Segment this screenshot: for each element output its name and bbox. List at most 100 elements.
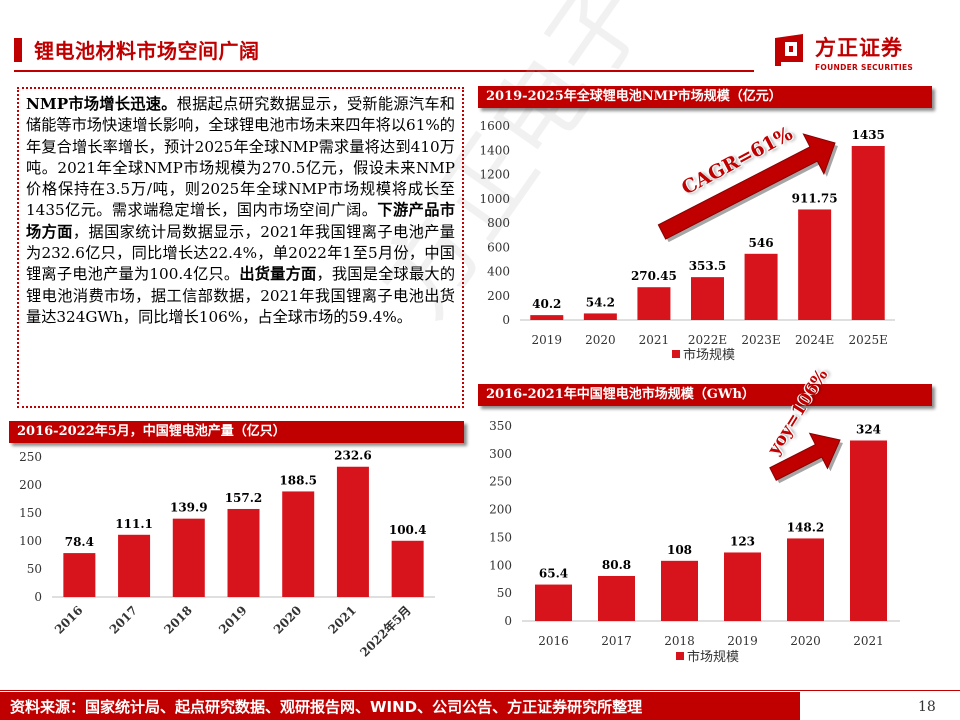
nmp-paragraph: 根据起点研究数据显示，受新能源汽车和储能等市场快速增长影响，全球锂电池市场未来四… [26,95,455,220]
y-tick-label: 400 [487,265,510,279]
x-tick-label: 2021 [639,333,670,347]
downstream-heading: 下游产品市场方面 [26,201,456,241]
y-tick-label: 0 [504,614,512,628]
y-tick-label: 0 [502,313,510,327]
footer-divider [0,690,960,691]
y-tick-label: 150 [489,530,512,544]
data-label: 108 [667,543,692,557]
legend-swatch [676,652,684,660]
bar [336,466,369,597]
y-tick-label: 200 [19,478,42,492]
logo-text: 方正证券 [815,36,903,60]
data-label: 80.8 [602,558,631,572]
y-tick-label: 250 [489,475,512,489]
bar [724,552,761,621]
x-tick-label: 2021 [326,603,360,637]
nmp-heading: NMP市场增长迅速。 [26,95,177,113]
y-tick-label: 50 [27,562,42,576]
chart-china-battery-market-title: 2016-2021年中国锂电池市场规模（GWh） [478,384,932,406]
founder-securities-logo: 方正证券 FOUNDER SECURITIES [773,30,933,78]
x-tick-label: 2022E [688,333,727,347]
bar [227,508,260,597]
shipment-paragraph: ，我国是全球最大的锂电池消费市场，据工信部数据，2021年我国锂离子电池出货量达… [26,265,456,326]
y-tick-label: 1200 [479,168,510,182]
y-tick-label: 200 [487,289,510,303]
y-tick-label: 600 [487,240,510,254]
x-tick-label: 2019 [727,634,758,648]
x-tick-label: 2019 [532,333,563,347]
bar [661,560,698,621]
data-label: 157.2 [225,491,263,505]
data-label: 111.1 [115,517,153,531]
data-label: 1435 [852,128,885,142]
data-label: 911.75 [792,191,838,205]
footer-source: 资料来源：国家统计局、起点研究数据、观研报告网、WIND、公司公告、方正证券研究… [10,698,643,716]
page-title: 锂电池材料市场空间广阔 [34,39,260,63]
y-tick-label: 100 [19,534,42,548]
x-tick-label: 2017 [601,634,632,648]
data-label: 232.6 [334,449,372,463]
legend-label: 市场规模 [687,649,739,665]
data-label: 123 [730,534,755,548]
y-tick-label: 200 [489,503,512,517]
logo-subtext: FOUNDER SECURITIES [815,63,914,72]
y-tick-label: 1600 [479,119,510,133]
footer-bar [0,692,800,720]
shipment-heading: 出货量方面 [239,265,317,284]
data-label: 40.2 [532,297,561,311]
y-tick-label: 150 [19,506,42,520]
y-tick-label: 1000 [479,192,510,206]
yoy-trend-arrow [769,432,841,481]
bar [530,315,564,320]
bar [851,146,885,320]
x-tick-label: 2025E [849,333,888,347]
data-label: 324 [856,422,881,436]
bar [63,553,96,597]
bar [172,518,205,597]
data-label: 139.9 [170,501,208,515]
bar [637,287,671,320]
data-label: 54.2 [586,295,615,309]
y-tick-label: 300 [489,447,512,461]
bar [850,440,887,621]
bar [744,253,778,320]
legend-swatch [672,350,680,358]
logo-mark-icon [775,34,803,66]
legend-label: 市场规模 [683,347,735,363]
page-number: 18 [918,699,936,715]
x-tick-label: 2016 [52,603,86,637]
y-tick-label: 0 [34,590,42,604]
x-tick-label: 2019 [216,603,250,637]
x-tick-label: 2020 [790,634,821,648]
x-tick-label: 2024E [795,333,834,347]
bar [535,584,572,621]
bar [583,313,617,320]
bar [787,538,824,621]
y-tick-label: 100 [489,558,512,572]
bar [798,209,832,320]
x-tick-label: 2018 [161,603,195,637]
data-label: 353.5 [689,259,727,273]
y-tick-label: 800 [487,216,510,230]
summary-text: NMP市场增长迅速。根据起点研究数据显示，受新能源汽车和储能等市场快速增长影响，… [26,94,455,328]
bar [391,540,424,597]
cagr-trend-arrow [657,133,836,240]
chart-china-battery-output-title: 2016-2022年5月，中国锂电池产量（亿只） [9,421,464,443]
bar [598,575,635,621]
x-tick-label: 2021 [853,634,884,648]
title-accent-bar [14,38,22,62]
y-tick-label: 250 [19,450,42,464]
x-tick-label: 2022年5月 [357,603,414,660]
data-label: 148.2 [787,520,825,534]
data-label: 100.4 [389,523,427,537]
chart-nmp-market-title: 2019-2025年全球锂电池NMP市场规模（亿元） [478,86,932,108]
x-tick-label: 2020 [271,603,305,637]
y-tick-label: 1400 [479,143,510,157]
bar [691,277,724,320]
data-label: 546 [749,236,774,250]
x-tick-label: 2020 [585,333,616,347]
y-tick-label: 50 [497,586,512,600]
data-label: 78.4 [65,535,94,549]
header-divider [14,70,754,72]
downstream-paragraph: ，据国家统计局数据显示，2021年我国锂离子电池产量为232.6亿只，同比增长达… [26,222,455,284]
